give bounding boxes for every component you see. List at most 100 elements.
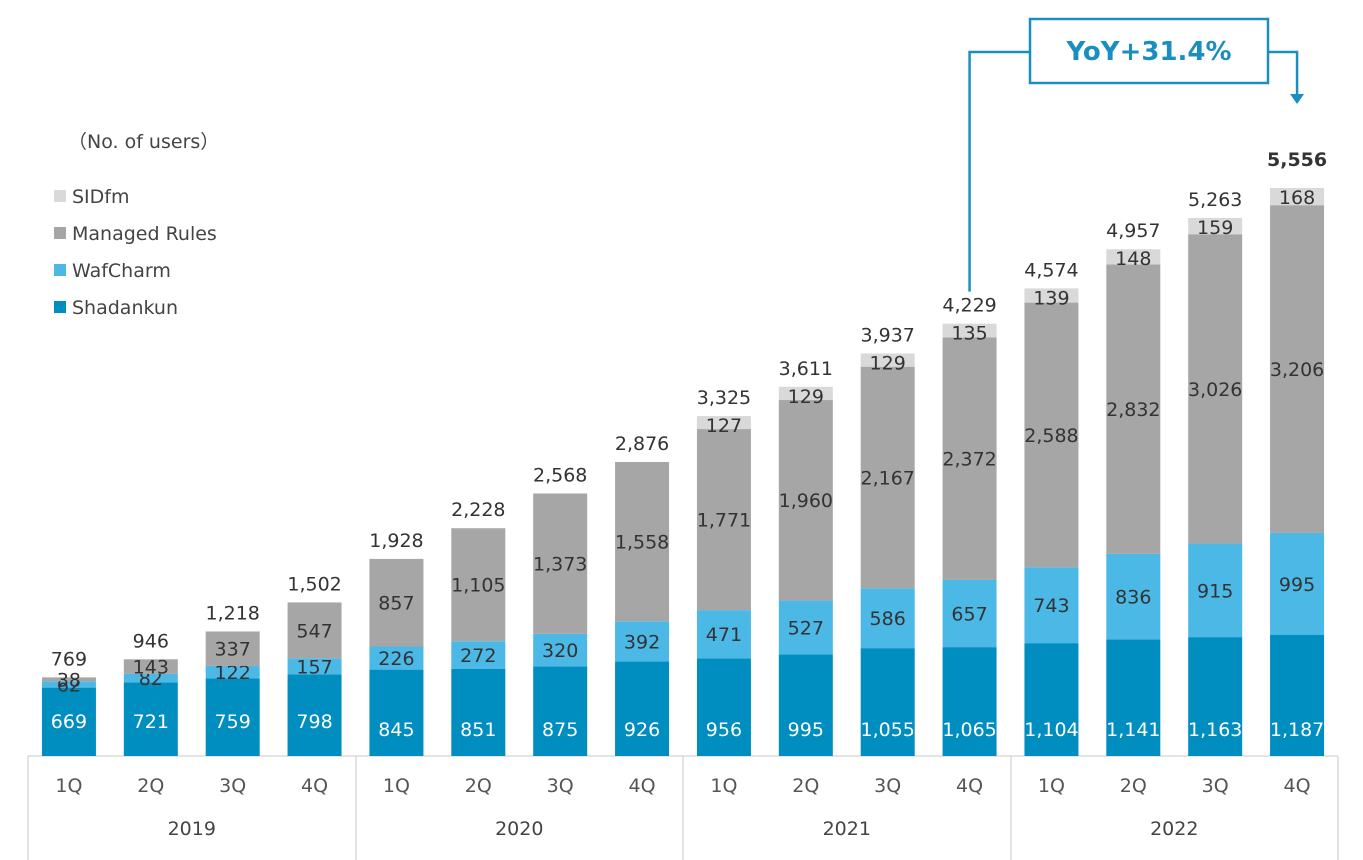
data-label: 129 <box>870 353 906 375</box>
data-label: 547 <box>296 620 332 642</box>
bar-stack: 1,141 836 2,832 148 4,957 <box>1106 220 1161 756</box>
data-label: 1,065 <box>942 719 996 741</box>
data-label: 1,373 <box>533 554 587 576</box>
arrow-down-icon <box>1290 94 1305 104</box>
yoy-box <box>1028 17 1270 85</box>
data-label: 2,167 <box>860 467 914 489</box>
data-label: 392 <box>624 631 660 653</box>
data-label: 2,588 <box>1024 425 1078 447</box>
bar-segment <box>696 658 751 756</box>
bar-stack: 956 471 1,771 127 3,325 <box>697 387 751 756</box>
bar-segment <box>205 631 260 666</box>
bar-segment <box>860 588 915 649</box>
annotation-line-right <box>1268 50 1299 96</box>
year-label: 2021 <box>823 818 871 840</box>
bar-segment <box>778 600 833 655</box>
bar-segment <box>1270 188 1325 206</box>
legend-swatch-shadankun <box>54 301 66 313</box>
x-tick-label: 4Q <box>629 775 656 797</box>
bar-segment <box>696 429 751 611</box>
bar-segment <box>287 674 342 756</box>
bar-segment <box>778 654 833 756</box>
data-label: 1,187 <box>1270 719 1324 741</box>
data-label: 1,771 <box>697 510 751 532</box>
legend-label-managed-rules: Managed Rules <box>72 223 217 245</box>
bar-segment <box>123 682 178 756</box>
legend-label-shadankun: Shadankun <box>72 297 178 319</box>
data-label: 995 <box>788 719 824 741</box>
bar-segment <box>123 673 178 683</box>
unit-label: （No. of users） <box>68 131 219 153</box>
bar-segment <box>1024 567 1079 644</box>
data-label: 759 <box>215 711 251 733</box>
legend-swatch-sidfm <box>54 190 66 202</box>
x-tick-label: 4Q <box>956 775 983 797</box>
data-label: 798 <box>296 711 332 733</box>
total-label: 3,325 <box>697 387 751 409</box>
total-label: 2,228 <box>451 499 505 521</box>
bar-stack: 926 392 1,558 2,876 <box>615 433 669 756</box>
data-label: 272 <box>460 645 496 667</box>
bar-segment <box>205 678 260 756</box>
x-tick-label: 2Q <box>465 775 492 797</box>
x-tick-label: 1Q <box>1038 775 1065 797</box>
x-axis-table <box>27 755 1339 860</box>
data-label: 857 <box>378 593 414 615</box>
year-label: 2020 <box>495 818 543 840</box>
x-tick-label: 3Q <box>219 775 246 797</box>
data-label: 1,104 <box>1024 719 1078 741</box>
data-label: 471 <box>706 624 742 646</box>
bar-segment <box>451 528 506 642</box>
annotation-line-left <box>968 50 1030 292</box>
bar-segment <box>778 386 833 401</box>
bar-segment <box>942 579 997 648</box>
bar-segment <box>615 461 670 622</box>
bar-stack: 798 157 547 1,502 <box>287 573 342 756</box>
data-label: 669 <box>51 711 87 733</box>
bars-group: 6696238769721821439467591223371,21879815… <box>41 149 1327 756</box>
total-label: 1,928 <box>369 530 423 552</box>
bar-segment <box>1188 217 1243 235</box>
bar-segment <box>1188 637 1243 756</box>
bar-segment <box>41 687 96 756</box>
bar-segment <box>41 677 96 682</box>
bar-segment <box>123 659 178 674</box>
total-label: 946 <box>133 630 169 652</box>
data-label: 337 <box>215 639 251 661</box>
legend-label-wafcharm: WafCharm <box>72 260 171 282</box>
year-label: 2022 <box>1150 818 1198 840</box>
data-label: 956 <box>706 719 742 741</box>
total-label: 769 <box>51 648 87 670</box>
bar-segment <box>696 416 751 430</box>
bar-stack: 845 226 857 1,928 <box>369 530 424 756</box>
data-label: 127 <box>706 415 742 437</box>
bar-segment <box>451 669 506 756</box>
bar-segment <box>615 621 670 662</box>
data-label: 159 <box>1197 217 1233 239</box>
data-label: 1,558 <box>615 532 669 554</box>
data-label: 926 <box>624 719 660 741</box>
bar-segment <box>1270 532 1325 635</box>
legend-label-sidfm: SIDfm <box>72 186 130 208</box>
bar-segment <box>369 646 424 670</box>
total-label: 4,957 <box>1106 220 1160 242</box>
x-tick-label: 3Q <box>547 775 574 797</box>
bar-stack: 1,104 743 2,588 139 4,574 <box>1024 259 1079 756</box>
year-labels: 2019 2020 2021 2022 <box>168 818 1199 840</box>
data-label: 851 <box>460 719 496 741</box>
data-label: 1,163 <box>1188 719 1242 741</box>
data-label: 148 <box>1115 248 1151 270</box>
yoy-label: YoY+31.4% <box>1065 37 1231 67</box>
bar-stack: 1,065 657 2,372 135 4,229 <box>942 295 997 756</box>
x-tick-label: 4Q <box>1284 775 1311 797</box>
bar-stack: 1,163 915 3,026 159 5,263 <box>1188 189 1242 756</box>
total-label: 2,568 <box>533 464 587 486</box>
data-label: 1,055 <box>860 719 914 741</box>
bar-segment <box>860 353 915 367</box>
bar-segment <box>1188 543 1243 638</box>
x-tick-label: 3Q <box>874 775 901 797</box>
